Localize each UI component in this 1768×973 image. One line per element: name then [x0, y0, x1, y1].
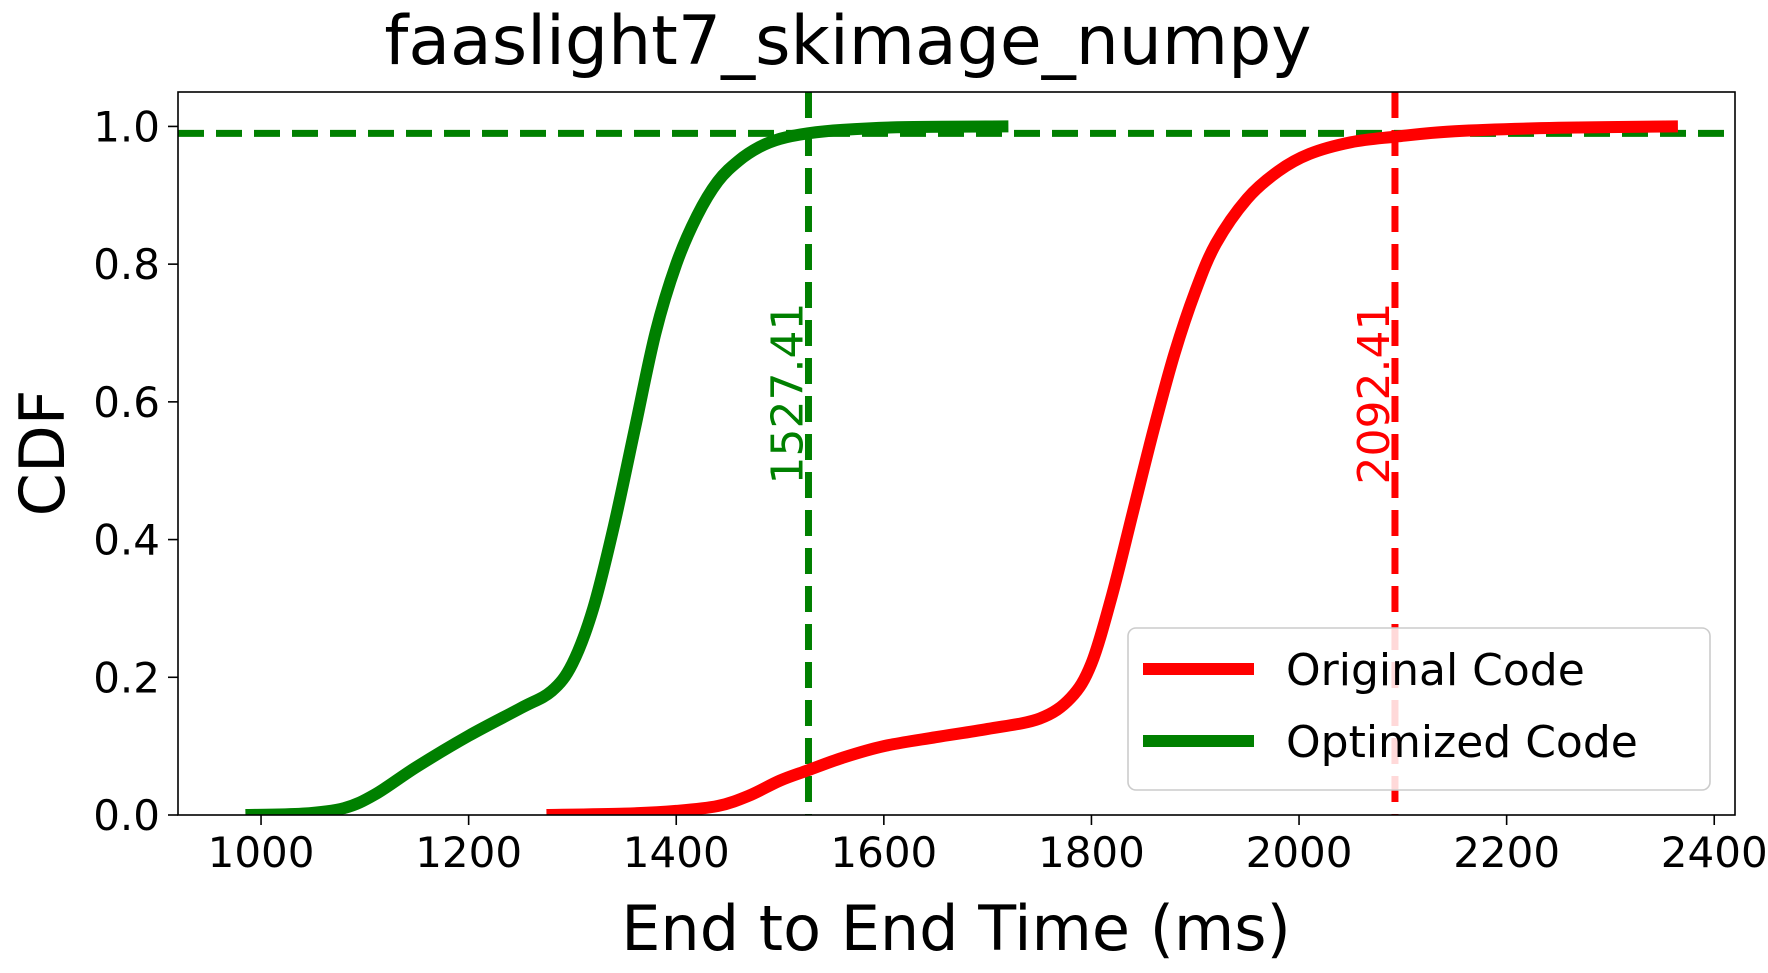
x-tick-label: 1200: [415, 828, 522, 877]
x-tick-label: 1600: [830, 828, 937, 877]
y-tick-label: 0.8: [93, 240, 160, 289]
x-axis-label: End to End Time (ms): [621, 892, 1291, 965]
y-axis-label: CDF: [6, 390, 79, 517]
y-tick-label: 0.2: [93, 653, 160, 702]
legend-label-optimized: Optimized Code: [1286, 717, 1638, 768]
x-tick-label: 1400: [623, 828, 730, 877]
x-tick-label: 1000: [208, 828, 315, 877]
x-tick-label: 2000: [1246, 828, 1353, 877]
y-tick-label: 0.6: [93, 378, 160, 427]
legend-box: [1127, 627, 1711, 791]
reference-line-label: 1527.41: [762, 303, 813, 485]
y-axis: 0.0 0.2 0.4 0.6 0.8 1.0: [93, 102, 178, 840]
series-line-original: [546, 120, 1678, 815]
x-tick-label: 1800: [1038, 828, 1145, 877]
legend: Original Code Optimized Code: [1127, 627, 1711, 791]
y-tick-label: 0.4: [93, 516, 160, 565]
legend-label-original: Original Code: [1286, 645, 1585, 696]
x-axis: 1000 1200 1400 1600 1800 2000 2200 2400: [208, 815, 1768, 877]
x-tick-label: 2200: [1453, 828, 1560, 877]
chart-title: faaslight7_skimage_numpy: [384, 2, 1311, 81]
y-tick-label: 1.0: [93, 102, 160, 151]
x-tick-label: 2400: [1661, 828, 1768, 877]
y-tick-label: 0.0: [93, 791, 160, 840]
plot-area: 1527.41 2092.41: [178, 92, 1735, 815]
series-line-optimized: [245, 120, 1009, 815]
plot-frame: [177, 91, 1736, 816]
reference-line-label: 2092.41: [1349, 303, 1400, 485]
